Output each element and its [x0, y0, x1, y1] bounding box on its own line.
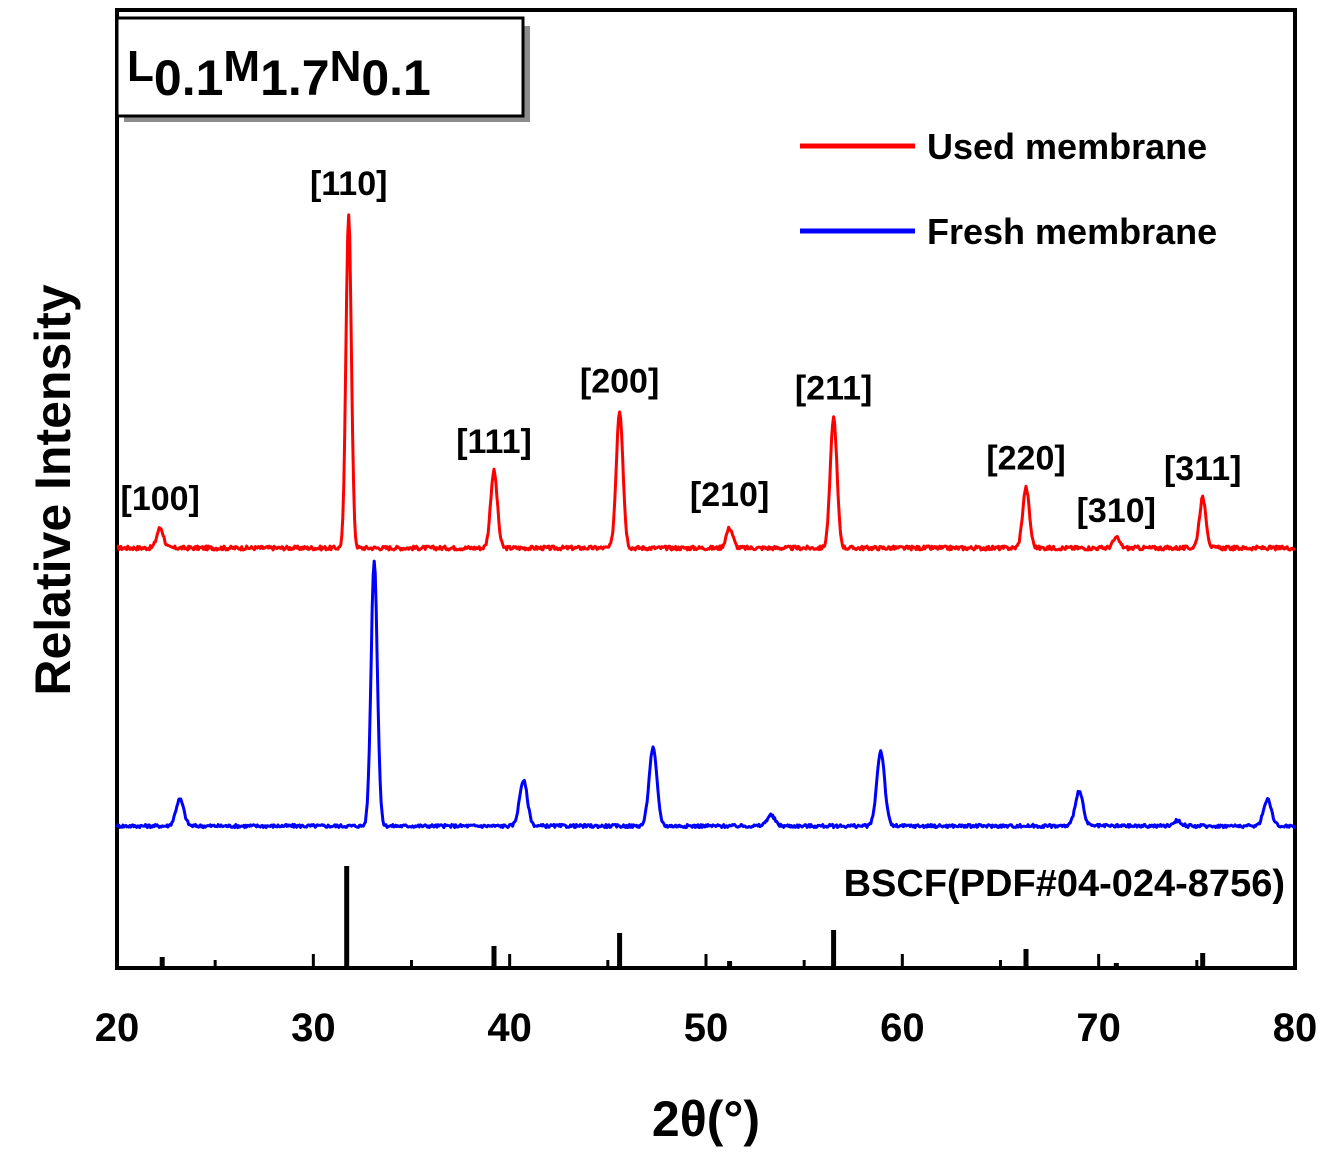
peak-point — [1201, 496, 1204, 499]
sample-label-n-sub: 0.1 — [361, 50, 431, 106]
peak-label: [100] — [121, 480, 200, 518]
x-tick-label: 60 — [880, 1006, 925, 1050]
peak-label-layer: [100] [110] [111] [200] [210] [211] [220] [310]… — [121, 165, 1242, 530]
legend: Used membrane Fresh membrane — [800, 126, 1217, 252]
x-tick-label: 20 — [95, 1006, 140, 1050]
peak-point — [1115, 537, 1118, 540]
peak-point — [1078, 790, 1081, 793]
peak-point — [832, 416, 835, 419]
peak-point — [493, 469, 496, 472]
peak-point — [769, 814, 772, 817]
sample-label-box: L0.1M1.7N0.1 — [115, 16, 530, 122]
reference-label: BSCF(PDF#04-024-8756) — [844, 863, 1285, 905]
y-axis-title: Relative Intensity — [25, 284, 81, 695]
peak-label: [310] — [1077, 492, 1156, 530]
legend-label-fresh: Fresh membrane — [927, 211, 1217, 252]
sample-label: L0.1M1.7N0.1 — [127, 42, 431, 106]
sample-label-l-sub: 0.1 — [154, 50, 224, 106]
series-line-fresh-membrane — [115, 559, 1297, 830]
x-tick-label: 70 — [1076, 1006, 1121, 1050]
peak-label: [210] — [690, 476, 769, 514]
peak-label: [200] — [580, 363, 659, 401]
peak-point — [652, 747, 655, 750]
peak-point — [159, 526, 162, 529]
x-axis: 20 30 40 50 60 70 80 — [95, 954, 1318, 1050]
x-tick-label: 30 — [291, 1006, 336, 1050]
sample-label-n: N — [330, 42, 362, 91]
peak-point — [618, 409, 621, 412]
peak-point — [347, 212, 350, 215]
series-line-used-membrane — [116, 213, 1296, 552]
peak-point — [1176, 819, 1179, 822]
peak-point — [728, 526, 731, 529]
peak-point — [522, 779, 525, 782]
peak-label: [111] — [456, 423, 532, 461]
peak-point — [1025, 486, 1028, 489]
sample-label-m-sub: 1.7 — [260, 50, 330, 106]
peak-label: [220] — [986, 440, 1065, 478]
sample-label-m: M — [223, 42, 260, 91]
series-layer — [115, 212, 1297, 830]
legend-label-used: Used membrane — [927, 126, 1207, 167]
peak-point — [178, 798, 181, 801]
peak-point — [373, 559, 376, 562]
reference-layer — [159, 866, 1206, 966]
sample-label-l: L — [127, 42, 154, 91]
peak-label: [110] — [310, 165, 388, 203]
peak-label: [311] — [1164, 450, 1242, 488]
x-tick-label: 50 — [684, 1006, 729, 1050]
peak-label: [211] — [795, 369, 873, 407]
peak-point — [1266, 798, 1269, 801]
peak-point — [879, 750, 882, 753]
x-axis-title: 2θ(°) — [652, 1091, 760, 1147]
x-tick-label: 40 — [487, 1006, 532, 1050]
x-tick-label: 80 — [1273, 1006, 1318, 1050]
